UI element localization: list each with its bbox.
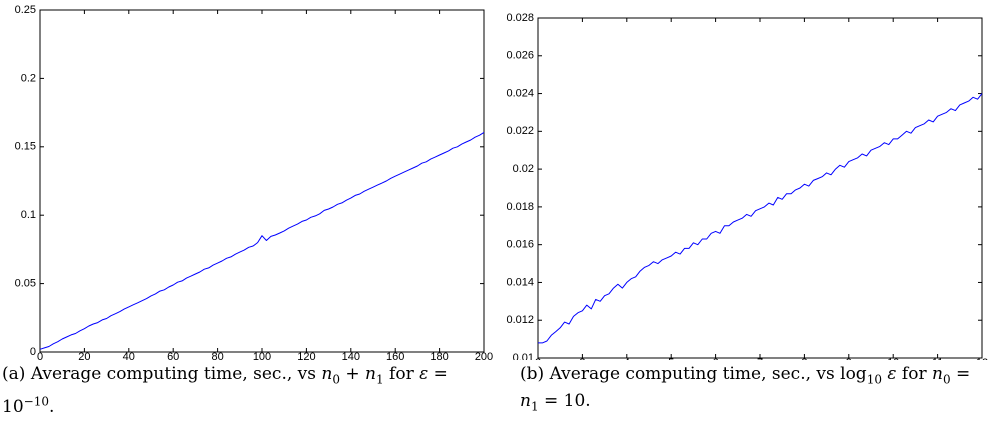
y-tick-label: 0.022 <box>506 125 534 137</box>
x-tick-label: 40 <box>123 351 135 360</box>
x-tick-label: 80 <box>211 351 223 360</box>
x-tick-label: 160 <box>386 351 404 360</box>
x-tick-label: 10 <box>887 357 899 360</box>
x-tick-label: 8 <box>801 357 807 360</box>
y-tick-label: 0.1 <box>21 209 36 221</box>
caption-b: (b) Average computing time, sec., vs log… <box>520 363 992 418</box>
y-tick-label: 0.012 <box>506 314 534 326</box>
chart-b: 2 3 4 5 6 7 8 9 10 11 12 0.01 0.012 0.014 0.016 0.018 0.… <box>506 12 988 360</box>
x-tick-label: 140 <box>342 351 360 360</box>
x-tick-label: 200 <box>475 351 493 360</box>
panel-a: 0 20 40 60 80 100 120 140 160 180 200 0 0.05 0.1 0.15 0… <box>2 4 494 418</box>
x-tick-label: 11 <box>932 357 943 360</box>
y-tick-label: 0.016 <box>506 239 534 251</box>
x-tick-label: 180 <box>430 351 448 360</box>
series-line <box>538 93 983 344</box>
x-tick-label: 2 <box>535 357 541 360</box>
y-tick-label: 0 <box>30 346 36 358</box>
x-tick-label: 4 <box>624 357 630 360</box>
caption-a: (a) Average computing time, sec., vs n0 … <box>2 363 494 418</box>
y-tick-label: 0.028 <box>506 12 534 24</box>
x-tick-label: 9 <box>846 357 852 360</box>
y-tick-label: 0.05 <box>15 278 36 290</box>
x-tick-label: 120 <box>297 351 315 360</box>
x-tick-label: 3 <box>579 357 585 360</box>
plot-frame <box>537 17 983 359</box>
caption-label: (a) <box>2 364 31 384</box>
caption-label: (b) <box>520 364 550 384</box>
y-tick-label: 0.01 <box>513 352 534 360</box>
y-tick-label: 0.024 <box>506 87 534 99</box>
x-tick-label: 6 <box>713 357 719 360</box>
panel-b: 2 3 4 5 6 7 8 9 10 11 12 0.01 0.012 0.014 0.016 0.018 0.… <box>498 0 996 437</box>
y-tick-label: 0.25 <box>15 4 36 16</box>
x-tick-label: 60 <box>167 351 179 360</box>
x-tick-label: 5 <box>668 357 674 360</box>
plot-frame <box>39 9 485 353</box>
y-tick-label: 0.15 <box>15 141 36 153</box>
x-tick-label: 20 <box>78 351 90 360</box>
y-tick-label: 0.02 <box>513 163 534 175</box>
y-tick-label: 0.018 <box>506 201 534 213</box>
x-tick-label: 100 <box>253 351 271 360</box>
x-tick-label: 12 <box>976 357 988 360</box>
y-tick-label: 0.026 <box>506 50 534 62</box>
caption-text: Average computing time, sec., vs log10 ε… <box>520 364 971 414</box>
y-tick-label: 0.014 <box>506 276 534 288</box>
x-tick-label: 7 <box>757 357 763 360</box>
series-line <box>39 131 485 350</box>
chart-a: 0 20 40 60 80 100 120 140 160 180 200 0 0.05 0.1 0.15 0… <box>15 4 494 360</box>
y-tick-label: 0.2 <box>21 72 36 84</box>
x-tick-label: 0 <box>37 351 43 360</box>
caption-text: Average computing time, sec., vs n0 + n1… <box>2 364 448 418</box>
